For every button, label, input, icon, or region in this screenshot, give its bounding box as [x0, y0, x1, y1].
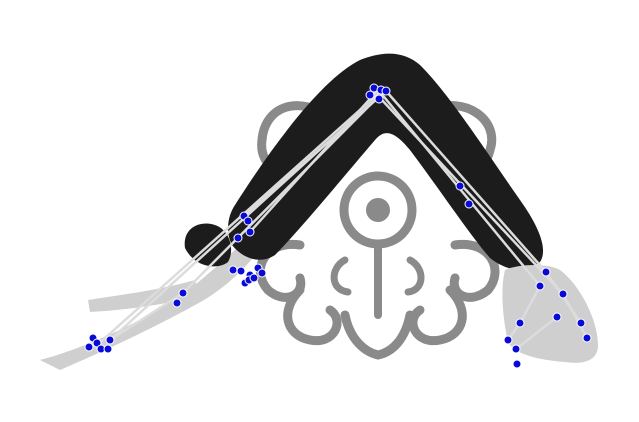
ornament-bottom: [340, 310, 415, 360]
keypoint-marker: [84, 342, 94, 352]
skeleton-bone: [109, 291, 184, 342]
keypoint-marker: [233, 233, 243, 243]
keypoint-marker: [515, 318, 525, 328]
keypoint-marker: [172, 298, 182, 308]
torso-legs-silhouette: [228, 53, 544, 270]
keypoint-marker: [512, 359, 522, 369]
skeleton-bone: [243, 90, 387, 217]
upper-arm-silhouette: [88, 280, 200, 312]
ornament-lower-right: [408, 285, 467, 346]
keypoint-marker: [245, 227, 255, 237]
keypoint-marker: [243, 216, 253, 226]
skeleton-bone: [249, 89, 379, 233]
keypoint-marker: [249, 273, 259, 283]
keypoint-marker: [105, 335, 115, 345]
keypoint-marker: [381, 86, 391, 96]
keypoint-marker: [178, 288, 188, 298]
arm-silhouette: [40, 240, 255, 370]
keypoint-marker: [558, 289, 568, 299]
keypoint-marker: [511, 344, 521, 354]
keypoint-marker: [582, 333, 592, 343]
yoga-figure: [40, 53, 598, 370]
ornament-swirl-left: [330, 256, 352, 296]
skeleton-bone: [182, 99, 376, 294]
pose-keypoints: [84, 83, 592, 369]
keypoint-marker: [228, 265, 238, 275]
keypoint-marker: [257, 268, 267, 278]
keypoint-marker: [535, 281, 545, 291]
ornament-lower-left: [283, 285, 342, 346]
skeleton-bone: [94, 91, 381, 348]
skeleton-bone: [385, 90, 547, 273]
skeleton-bone: [380, 98, 564, 295]
keypoint-marker: [236, 266, 246, 276]
skeleton-bone: [515, 316, 558, 350]
feet-silhouette: [502, 265, 598, 363]
keypoint-marker: [365, 90, 375, 100]
keypoint-marker: [374, 94, 384, 104]
keypoint-marker: [541, 267, 551, 277]
keypoint-marker: [503, 335, 513, 345]
keypoint-marker: [464, 199, 474, 209]
keypoint-marker: [103, 344, 113, 354]
keypoint-marker: [552, 312, 562, 322]
keypoint-marker: [576, 318, 586, 328]
ornament-center: [366, 198, 390, 222]
ornament-swirl-right: [404, 256, 425, 296]
keypoint-marker: [455, 181, 465, 191]
skeleton-bone: [518, 285, 542, 324]
